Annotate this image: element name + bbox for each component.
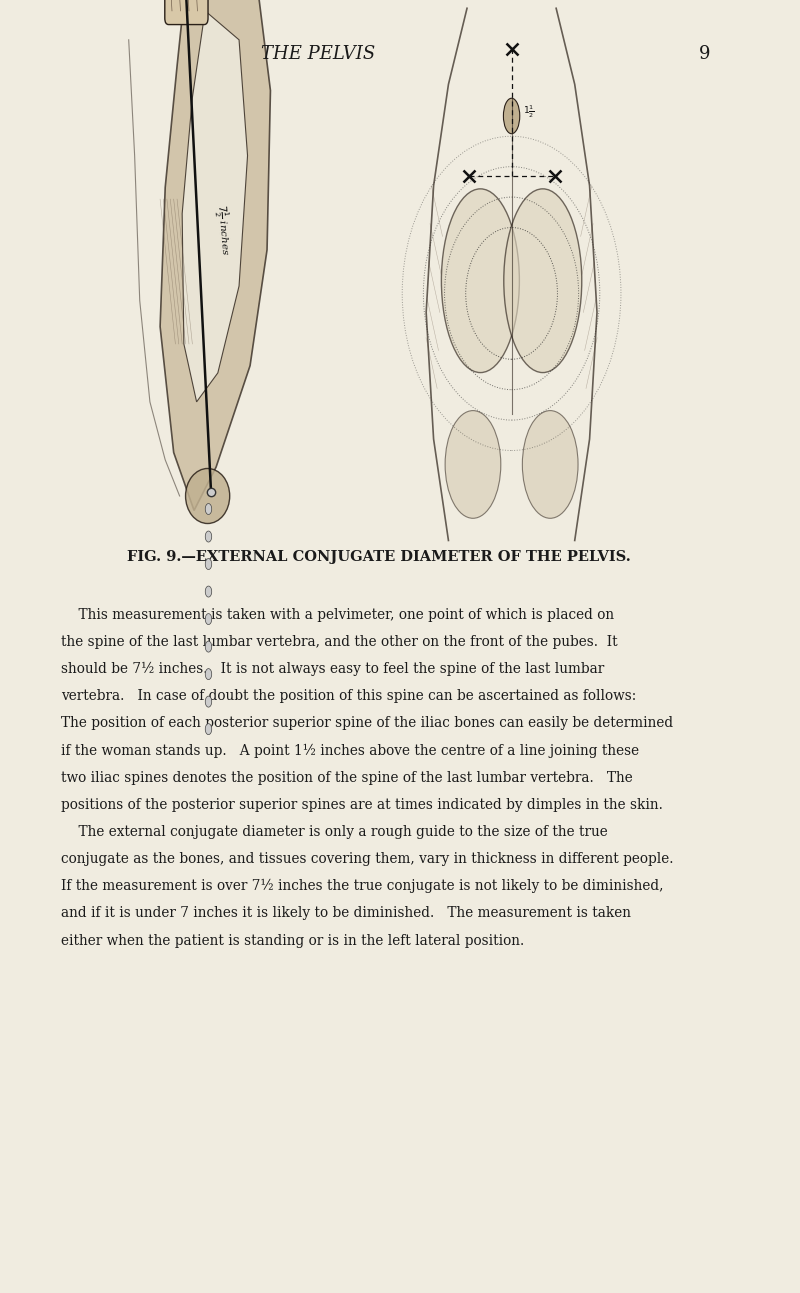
Circle shape [206, 614, 212, 625]
Circle shape [206, 586, 212, 597]
Text: and if it is under 7 inches it is likely to be diminished.   The measurement is : and if it is under 7 inches it is likely… [61, 906, 630, 921]
Text: $7\frac{1}{2}$ inches: $7\frac{1}{2}$ inches [210, 204, 234, 257]
Text: The external conjugate diameter is only a rough guide to the size of the true: The external conjugate diameter is only … [61, 825, 607, 839]
Text: The position of each posterior superior spine of the iliac bones can easily be d: The position of each posterior superior … [61, 716, 673, 731]
Ellipse shape [504, 189, 582, 372]
Text: FIG. 9.—EXTERNAL CONJUGATE DIAMETER OF THE PELVIS.: FIG. 9.—EXTERNAL CONJUGATE DIAMETER OF T… [127, 550, 631, 564]
Polygon shape [160, 0, 270, 511]
Text: positions of the posterior superior spines are at times indicated by dimples in : positions of the posterior superior spin… [61, 798, 662, 812]
Text: the spine of the last lumbar vertebra, and the other on the front of the pubes. : the spine of the last lumbar vertebra, a… [61, 635, 618, 649]
Text: vertebra.   In case of doubt the position of this spine can be ascertained as fo: vertebra. In case of doubt the position … [61, 689, 636, 703]
Circle shape [206, 696, 212, 707]
Text: either when the patient is standing or is in the left lateral position.: either when the patient is standing or i… [61, 934, 524, 948]
Ellipse shape [503, 98, 520, 133]
Text: THE PELVIS: THE PELVIS [261, 45, 375, 63]
Circle shape [206, 503, 212, 515]
Text: If the measurement is over 7½ inches the true conjugate is not likely to be dimi: If the measurement is over 7½ inches the… [61, 879, 663, 893]
Text: if the woman stands up.   A point 1½ inches above the centre of a line joining t: if the woman stands up. A point 1½ inche… [61, 743, 638, 758]
Circle shape [206, 559, 212, 569]
Text: 9: 9 [699, 45, 710, 63]
Ellipse shape [442, 189, 519, 372]
Ellipse shape [522, 411, 578, 518]
Circle shape [206, 641, 212, 652]
Text: conjugate as the bones, and tissues covering them, vary in thickness in differen: conjugate as the bones, and tissues cove… [61, 852, 673, 866]
Ellipse shape [186, 468, 230, 524]
Circle shape [206, 724, 212, 734]
Text: This measurement is taken with a pelvimeter, one point of which is placed on: This measurement is taken with a pelvime… [61, 608, 614, 622]
Text: $1\frac{1}{2}$: $1\frac{1}{2}$ [522, 103, 534, 120]
Polygon shape [182, 10, 247, 402]
Circle shape [206, 531, 212, 542]
FancyBboxPatch shape [165, 0, 208, 25]
Ellipse shape [445, 411, 501, 518]
Text: two iliac spines denotes the position of the spine of the last lumbar vertebra. : two iliac spines denotes the position of… [61, 771, 632, 785]
Text: should be 7½ inches.   It is not always easy to feel the spine of the last lumba: should be 7½ inches. It is not always ea… [61, 662, 604, 676]
Circle shape [206, 668, 212, 680]
